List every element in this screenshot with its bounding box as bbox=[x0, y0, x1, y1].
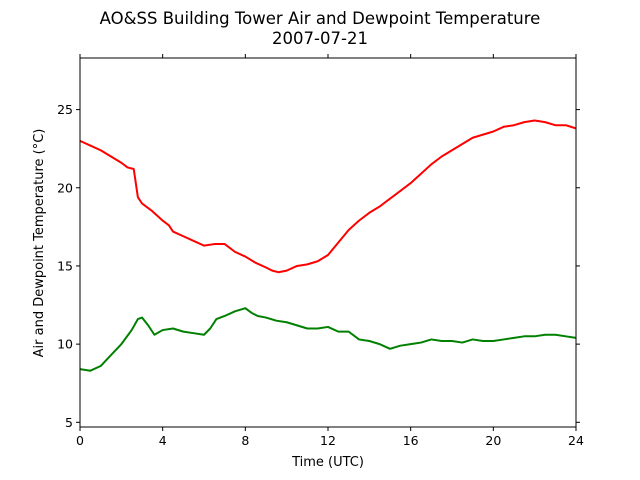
x-tick-label: 12 bbox=[320, 433, 336, 448]
plot-area-frame bbox=[79, 57, 577, 428]
y-tick-label: 15 bbox=[57, 258, 73, 273]
series-line-1 bbox=[79, 307, 577, 372]
y-tick-label: 10 bbox=[57, 337, 73, 352]
x-tick-label: 16 bbox=[403, 433, 419, 448]
x-tick-label: 24 bbox=[568, 433, 584, 448]
x-tick-label: 8 bbox=[241, 433, 249, 448]
y-axis: 5 10 15 20 25 bbox=[57, 102, 580, 430]
y-tick-label: 20 bbox=[57, 180, 73, 195]
x-tick-label: 20 bbox=[485, 433, 501, 448]
x-axis-label: Time (UTC) bbox=[291, 455, 364, 470]
series-layer bbox=[79, 119, 577, 372]
x-axis: 0 4 8 12 16 20 24 bbox=[76, 54, 584, 448]
x-tick-label: 4 bbox=[159, 433, 167, 448]
chart-title: AO&SS Building Tower Air and Dewpoint Te… bbox=[100, 9, 541, 28]
y-axis-label: Air and Dewpoint Temperature (°C) bbox=[32, 129, 47, 358]
series-line-0 bbox=[79, 119, 577, 274]
x-tick-label: 0 bbox=[76, 433, 84, 448]
y-tick-label: 25 bbox=[57, 102, 73, 117]
y-tick-label: 5 bbox=[65, 415, 73, 430]
chart-subtitle: 2007-07-21 bbox=[272, 29, 368, 48]
